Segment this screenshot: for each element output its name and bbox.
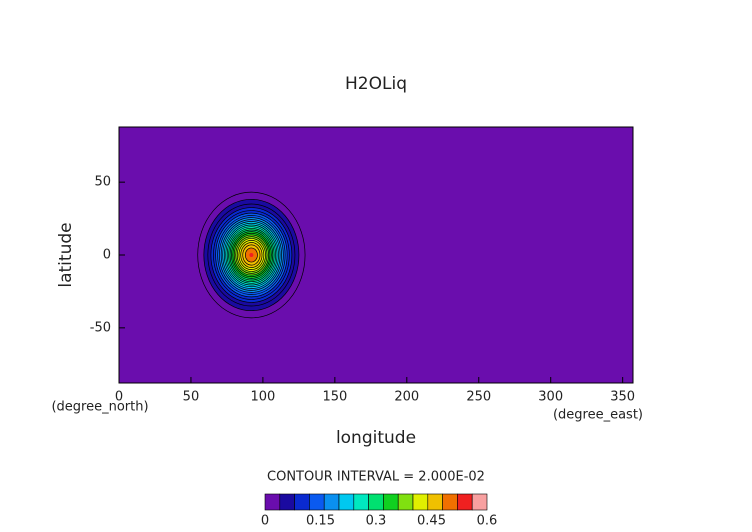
contour-line [232, 232, 271, 278]
contour-line [226, 226, 276, 284]
contour-line [228, 227, 275, 283]
contour-line [233, 234, 269, 276]
colorbar-box [323, 493, 340, 511]
colorbar-tick-label: 0.3 [366, 514, 387, 529]
colorbar-box [353, 493, 369, 511]
colorbar-tick-label: 0 [261, 514, 269, 529]
contour-line [197, 191, 306, 319]
x-axis-label: longitude [336, 428, 416, 448]
colorbar-box [383, 493, 399, 511]
x-tick-label: 50 [183, 390, 200, 405]
contour-line [231, 231, 272, 279]
colorbar-box [294, 493, 310, 511]
x-tick-label: 350 [610, 390, 635, 405]
contour-line [235, 236, 268, 274]
contour-line [217, 215, 286, 295]
contour-line [223, 222, 279, 288]
x-tick-label: 250 [466, 390, 491, 405]
colorbar-box [471, 493, 488, 511]
plot-background [119, 127, 633, 383]
y-tick-label: 0 [103, 248, 111, 263]
x-tick-label: 0 [115, 390, 123, 405]
colorbar-tick-label: 0.45 [417, 514, 446, 529]
contour-line [244, 247, 258, 263]
colorbar-tick-label: 0.6 [477, 514, 498, 529]
colorbar-box [338, 493, 355, 511]
y-tick-label: 50 [94, 175, 111, 190]
colorbar-box [442, 493, 458, 511]
x-unit: (degree_east) [553, 408, 643, 423]
contour-line [220, 219, 282, 291]
colorbar-box [264, 493, 281, 511]
contour-line [215, 212, 288, 298]
colorbar-box [279, 493, 295, 511]
colorbar-box [412, 493, 429, 511]
x-tick-label: 150 [322, 390, 347, 405]
contour-line [238, 240, 265, 270]
contour-line [229, 229, 274, 281]
colorbar-box [368, 493, 384, 511]
contour-interval: CONTOUR INTERVAL = 2.000E-02 [267, 470, 485, 485]
contour-line [242, 244, 261, 266]
contour-line [240, 242, 263, 268]
y-tick-label: -50 [90, 320, 111, 335]
x-tick-label: 200 [394, 390, 419, 405]
y-axis-label: latitude [56, 222, 76, 287]
colorbar-box [457, 493, 473, 511]
colorbar-tick-label: 0.15 [306, 514, 335, 529]
contour-line [219, 217, 284, 293]
contour-line [225, 224, 278, 286]
y-unit: (degree_north) [51, 400, 148, 415]
colorbar-box [427, 493, 443, 511]
contour-line [213, 210, 290, 300]
chart-title: H2OLiq [345, 74, 407, 94]
x-tick-label: 100 [250, 390, 275, 405]
colorbar-box [397, 493, 414, 511]
contour-line [207, 203, 296, 307]
contour-line [236, 238, 266, 272]
field-peak [249, 253, 254, 257]
contour-line [203, 198, 300, 312]
contour-line [222, 221, 281, 289]
contour-line [210, 207, 293, 303]
colorbar-box [309, 493, 325, 511]
x-tick-label: 300 [538, 390, 563, 405]
